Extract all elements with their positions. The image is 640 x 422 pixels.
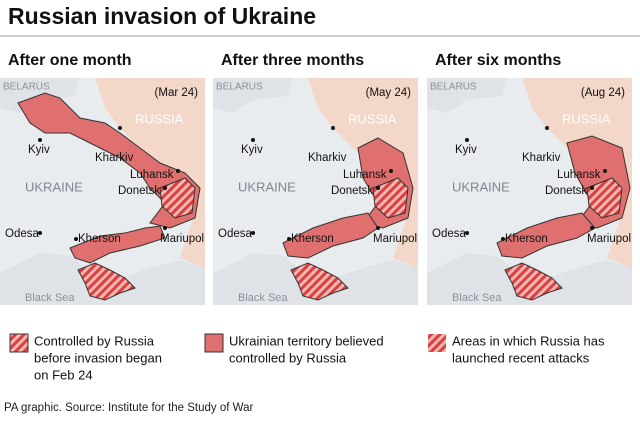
map-label: UKRAINE xyxy=(25,179,83,194)
city-dot xyxy=(331,126,335,130)
map-label: Mariupol xyxy=(587,233,631,245)
city-dot xyxy=(38,231,42,235)
city-dot xyxy=(251,138,255,142)
map-label: Kherson xyxy=(78,233,121,245)
occupied-area xyxy=(496,212,596,259)
legend-swatch xyxy=(9,333,29,353)
city-dot xyxy=(465,138,469,142)
map-label: Mariupol xyxy=(160,233,204,245)
legend-text: Controlled by Russia xyxy=(34,333,155,348)
map-label: RUSSIA xyxy=(348,111,397,126)
city-dot xyxy=(118,126,122,130)
map-label: Kherson xyxy=(291,233,334,245)
map-label: Luhansk xyxy=(343,169,387,181)
city-dot xyxy=(590,186,594,190)
city-dot xyxy=(376,226,380,230)
city-dot xyxy=(38,138,42,142)
map-label: Odesa xyxy=(218,228,252,240)
map-label: RUSSIA xyxy=(562,111,611,126)
map-label: Kharkiv xyxy=(308,152,347,164)
legend-text: Ukrainian territory believed xyxy=(229,333,384,348)
map-label: Kyiv xyxy=(455,144,477,156)
map-label: Donetsk xyxy=(545,185,587,197)
panel-heading: After one month xyxy=(8,52,132,69)
map-label: Mariupol xyxy=(373,233,417,245)
map-panel xyxy=(213,78,418,305)
map-label: UKRAINE xyxy=(238,179,296,194)
map-label: Donetsk xyxy=(331,185,373,197)
city-dot xyxy=(545,126,549,130)
city-dot xyxy=(501,237,505,241)
source: PA graphic. Source: Institute for the St… xyxy=(4,402,253,414)
legend-text: Areas in which Russia has xyxy=(452,333,605,348)
city-dot xyxy=(163,186,167,190)
city-dot xyxy=(389,169,393,173)
map-label: Black Sea xyxy=(238,292,288,304)
map-label: RUSSIA xyxy=(135,111,184,126)
legend-text: controlled by Russia xyxy=(229,350,347,365)
occupied-area xyxy=(17,92,201,229)
map-label: Kharkiv xyxy=(95,152,134,164)
city-dot xyxy=(74,237,78,241)
city-dot xyxy=(287,237,291,241)
panel-heading: After three months xyxy=(221,52,364,69)
map-label: Luhansk xyxy=(557,169,601,181)
panel-date: (May 24) xyxy=(366,87,412,99)
panel-heading: After six months xyxy=(435,52,561,69)
map-label: UKRAINE xyxy=(452,179,510,194)
legend-text: launched recent attacks xyxy=(452,350,590,365)
map-label: Luhansk xyxy=(130,169,174,181)
map-label: BELARUS xyxy=(430,82,477,93)
legend-swatch xyxy=(204,333,224,353)
map-panel xyxy=(0,78,205,305)
map-label: Odesa xyxy=(432,228,466,240)
map-panel xyxy=(427,78,632,305)
occupied-area xyxy=(69,225,166,264)
map-label: Kyiv xyxy=(28,144,50,156)
city-dot xyxy=(163,226,167,230)
city-dot xyxy=(590,226,594,230)
map-label: BELARUS xyxy=(3,82,50,93)
title: Russian invasion of Ukraine xyxy=(8,3,316,29)
legend-text: before invasion began xyxy=(34,350,162,365)
city-dot xyxy=(176,169,180,173)
map-label: Kharkiv xyxy=(522,152,561,164)
legend-swatch xyxy=(428,334,446,352)
map-label: Black Sea xyxy=(452,292,502,304)
city-dot xyxy=(603,169,607,173)
map-label: Kherson xyxy=(505,233,548,245)
panel-date: (Mar 24) xyxy=(155,87,199,99)
panel-date: (Aug 24) xyxy=(581,87,625,99)
legend-text: on Feb 24 xyxy=(34,367,93,382)
occupied-area xyxy=(282,212,379,259)
city-dot xyxy=(251,231,255,235)
map-label: Black Sea xyxy=(25,292,75,304)
city-dot xyxy=(376,186,380,190)
city-dot xyxy=(465,231,469,235)
map-label: BELARUS xyxy=(216,82,263,93)
map-label: Donetsk xyxy=(118,185,160,197)
map-label: Odesa xyxy=(5,228,39,240)
map-label: Kyiv xyxy=(241,144,263,156)
